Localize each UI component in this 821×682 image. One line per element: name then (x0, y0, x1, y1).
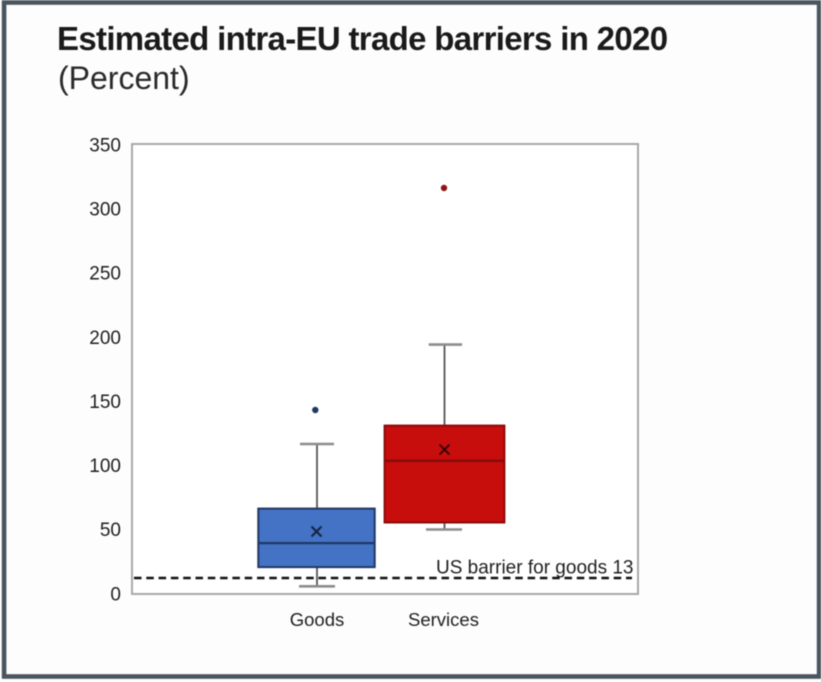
svg-text:(Percent): (Percent) (58, 60, 190, 96)
svg-text:150: 150 (89, 392, 121, 413)
svg-text:Goods: Goods (290, 609, 345, 630)
svg-text:250: 250 (89, 264, 121, 285)
svg-text:US barrier for goods 13: US barrier for goods 13 (436, 558, 634, 579)
svg-text:350: 350 (89, 135, 121, 156)
svg-text:100: 100 (89, 456, 121, 477)
svg-text:Services: Services (408, 609, 479, 630)
svg-text:50: 50 (100, 520, 121, 541)
svg-text:Estimated intra-EU trade barri: Estimated intra-EU trade barriers in 202… (57, 20, 667, 57)
svg-text:300: 300 (89, 200, 121, 221)
svg-text:200: 200 (89, 328, 121, 349)
svg-text:0: 0 (110, 584, 121, 605)
